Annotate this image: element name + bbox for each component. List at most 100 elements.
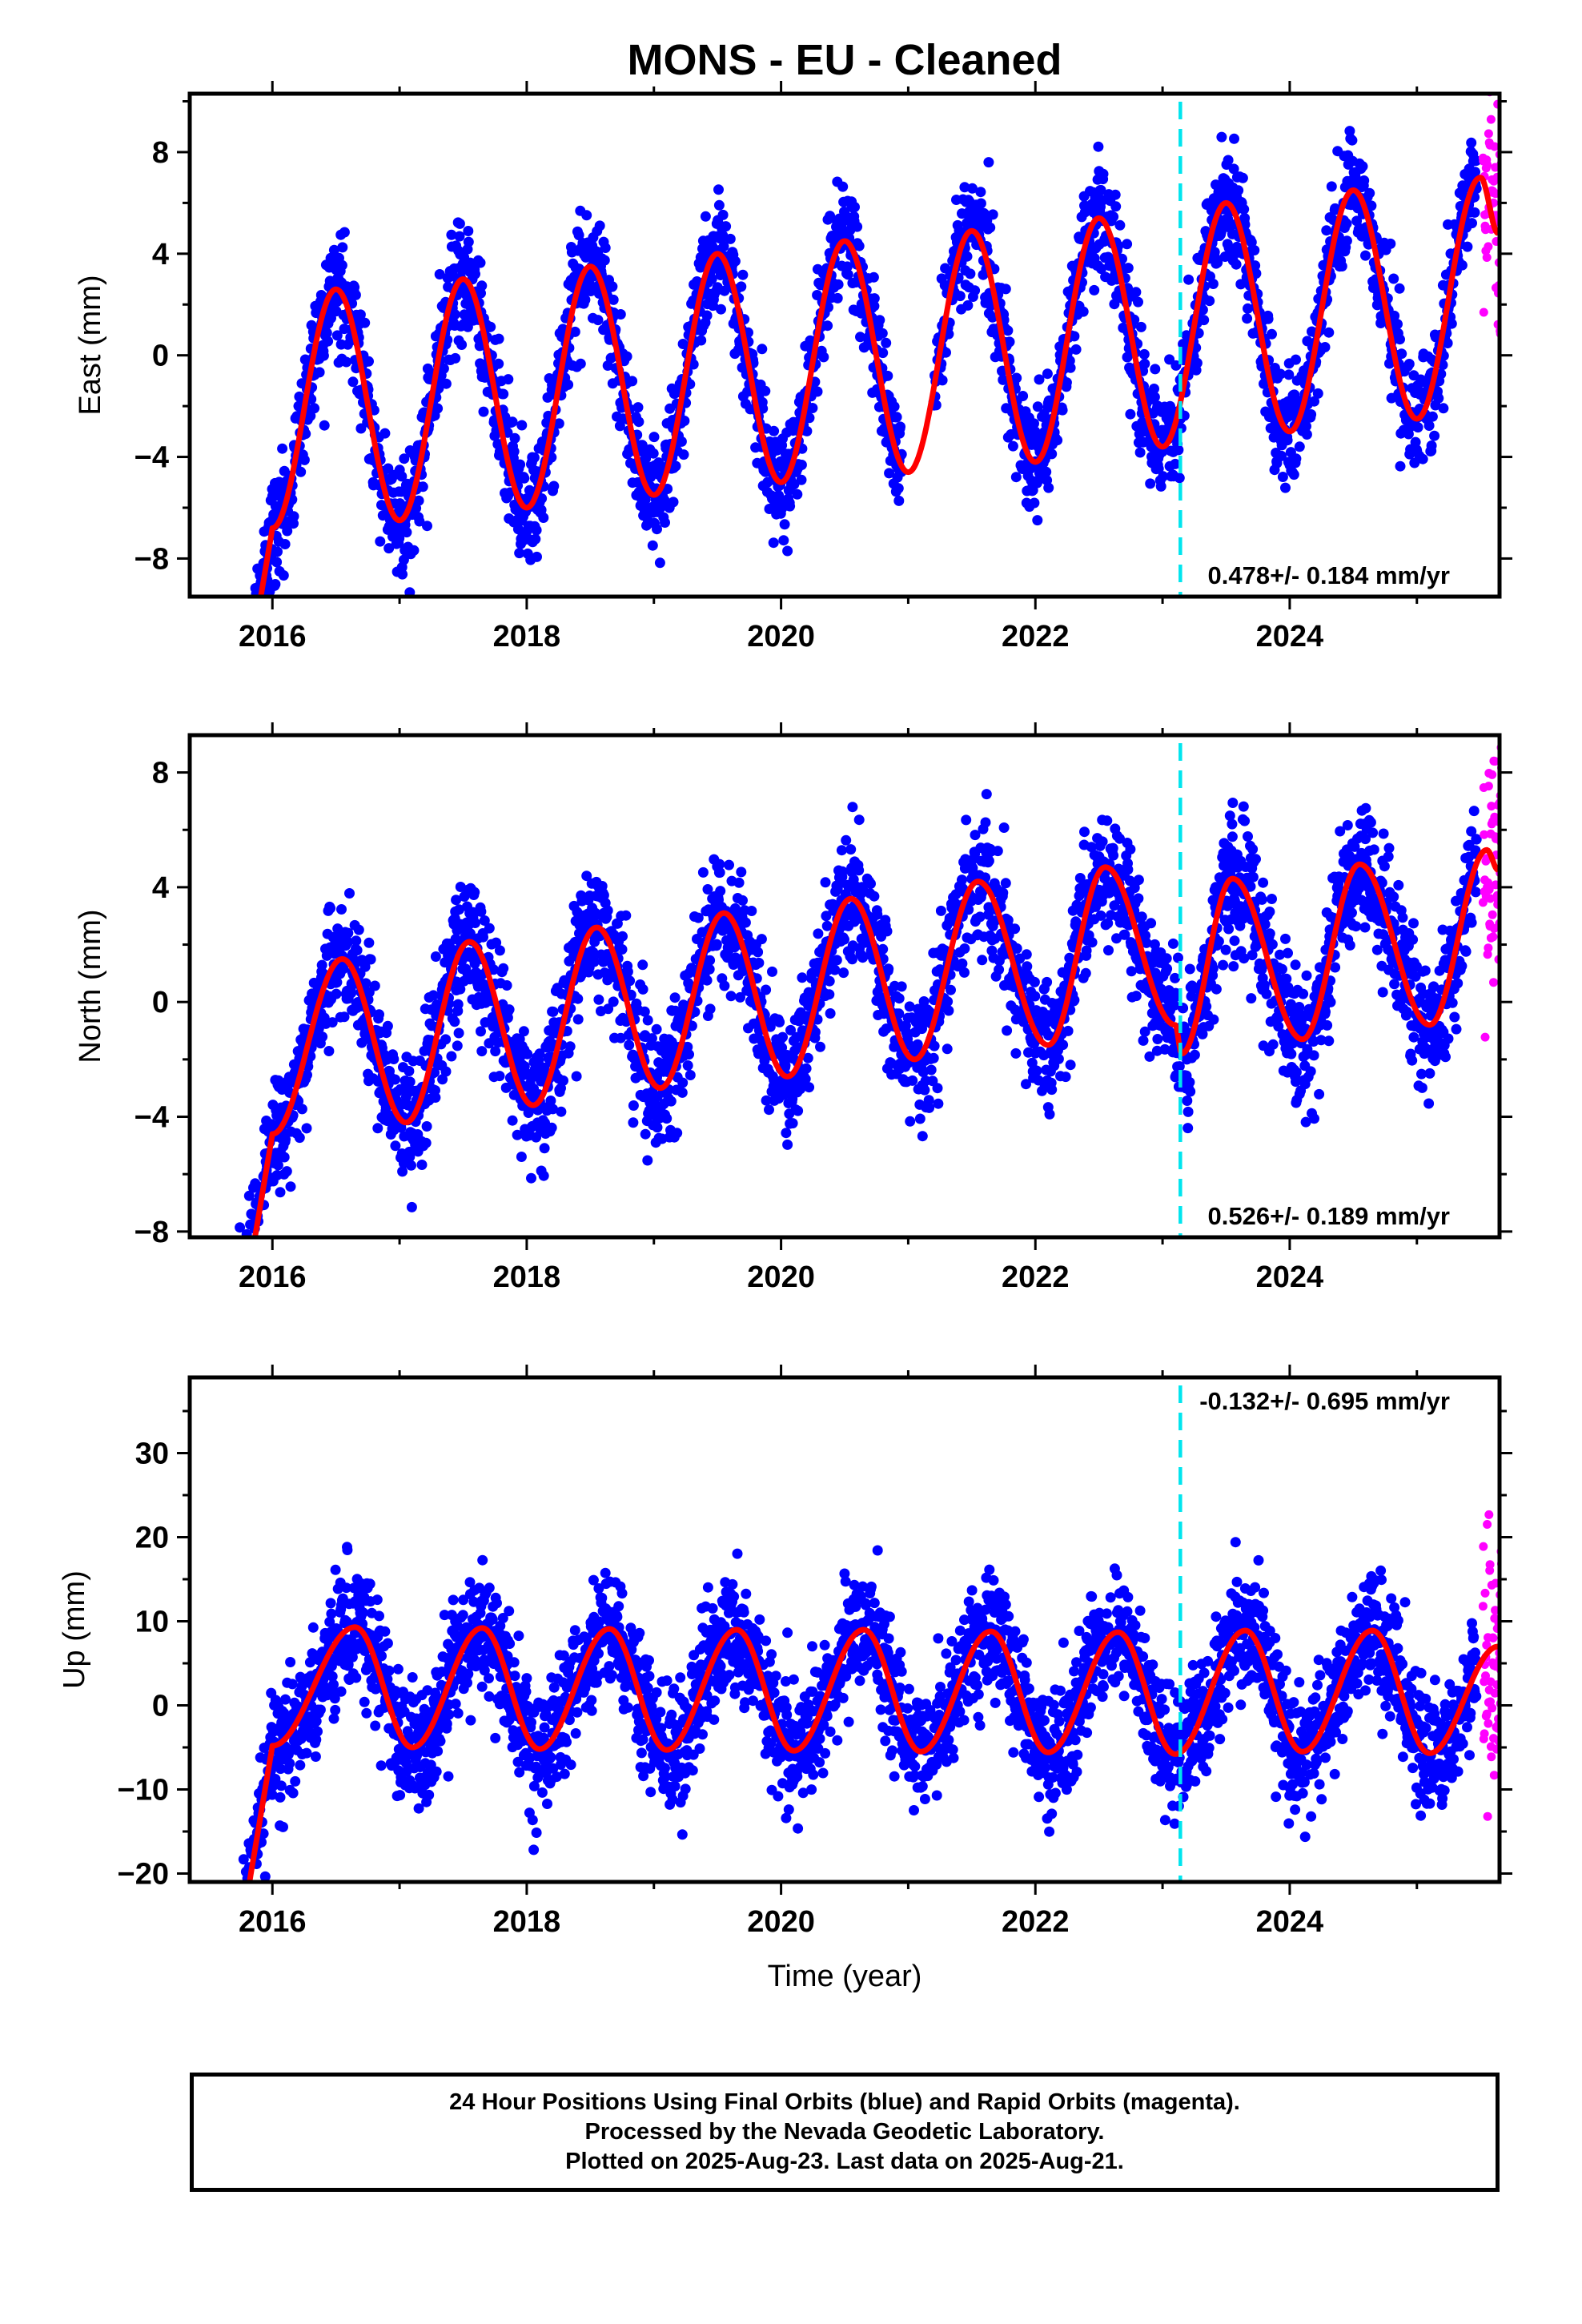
- final-point: [1029, 418, 1039, 429]
- final-point: [572, 1014, 584, 1025]
- final-point: [369, 980, 380, 991]
- final-point: [753, 947, 764, 958]
- final-point: [1412, 422, 1423, 433]
- final-point: [507, 1115, 518, 1126]
- final-point: [414, 516, 425, 527]
- final-point: [360, 978, 371, 989]
- final-point: [652, 524, 662, 535]
- final-point: [572, 993, 584, 1004]
- final-point: [514, 548, 525, 559]
- final-point: [430, 1092, 441, 1103]
- final-point: [246, 658, 256, 669]
- final-point: [1294, 441, 1305, 452]
- final-point: [725, 991, 737, 1002]
- final-point: [1263, 313, 1274, 324]
- final-point: [965, 268, 976, 279]
- final-point: [440, 1034, 452, 1045]
- final-point: [800, 1073, 811, 1084]
- final-point: [235, 1297, 246, 1308]
- final-point: [413, 495, 424, 506]
- final-point: [1149, 384, 1159, 394]
- final-point: [1341, 218, 1352, 229]
- final-point: [853, 240, 865, 251]
- final-point: [893, 483, 904, 494]
- final-point: [1364, 187, 1375, 199]
- final-point: [693, 912, 704, 923]
- final-point: [893, 993, 905, 1004]
- final-point: [624, 975, 636, 987]
- final-point: [440, 1066, 452, 1077]
- final-point: [1174, 472, 1185, 484]
- final-point: [470, 918, 480, 928]
- final-point: [914, 1113, 926, 1124]
- final-point: [232, 1296, 243, 1306]
- final-point: [1134, 447, 1146, 458]
- final-point: [869, 891, 880, 902]
- final-point: [532, 551, 542, 562]
- final-point: [469, 887, 480, 898]
- final-point: [737, 895, 748, 906]
- final-point: [271, 557, 283, 568]
- final-point: [853, 814, 865, 826]
- rapid-point: [1484, 242, 1493, 251]
- final-point: [519, 472, 530, 484]
- final-point: [516, 1152, 527, 1162]
- final-point: [548, 1006, 559, 1017]
- final-point: [230, 1345, 240, 1355]
- east-y-axis-label: East (mm): [74, 275, 107, 415]
- final-point: [1046, 448, 1058, 460]
- final-point: [251, 610, 262, 621]
- final-point: [285, 1181, 296, 1192]
- final-point: [365, 954, 376, 965]
- final-point: [1319, 342, 1331, 352]
- final-point: [676, 436, 687, 447]
- final-point: [831, 955, 842, 966]
- final-point: [801, 425, 813, 436]
- final-point: [718, 241, 729, 252]
- final-point: [236, 1390, 247, 1401]
- final-point: [640, 453, 652, 464]
- final-point: [818, 352, 829, 363]
- final-point: [243, 1190, 255, 1201]
- final-point: [1251, 268, 1262, 279]
- final-point: [538, 1170, 549, 1181]
- final-point: [714, 867, 725, 878]
- rapid-point: [1482, 253, 1492, 262]
- final-point: [1394, 283, 1405, 294]
- final-point: [242, 677, 252, 688]
- final-point: [607, 281, 618, 292]
- final-point: [346, 987, 357, 999]
- final-point: [509, 432, 520, 444]
- final-point: [564, 1041, 576, 1052]
- final-point: [837, 866, 848, 877]
- final-point: [1032, 515, 1043, 526]
- final-point: [247, 1300, 258, 1310]
- east-rapid-points: [1478, 75, 1500, 339]
- final-point: [637, 959, 648, 971]
- final-point: [317, 1031, 328, 1043]
- final-point: [592, 315, 604, 326]
- final-point: [241, 1248, 251, 1258]
- final-point: [548, 1104, 558, 1115]
- final-point: [1133, 296, 1143, 308]
- final-point: [688, 359, 699, 370]
- final-point: [1243, 303, 1253, 314]
- final-point: [238, 1349, 248, 1360]
- final-point: [959, 182, 970, 193]
- rapid-point: [1486, 75, 1495, 84]
- final-point: [849, 202, 860, 212]
- final-point: [1004, 336, 1015, 348]
- final-point: [503, 374, 514, 385]
- final-point: [1122, 352, 1133, 363]
- final-point: [231, 766, 241, 777]
- final-point: [593, 994, 604, 1005]
- final-point: [812, 386, 823, 397]
- final-point: [1097, 195, 1108, 206]
- final-point: [508, 446, 520, 457]
- final-point: [248, 1243, 259, 1253]
- final-point: [872, 909, 883, 920]
- final-point: [686, 963, 697, 974]
- final-point: [1426, 440, 1437, 451]
